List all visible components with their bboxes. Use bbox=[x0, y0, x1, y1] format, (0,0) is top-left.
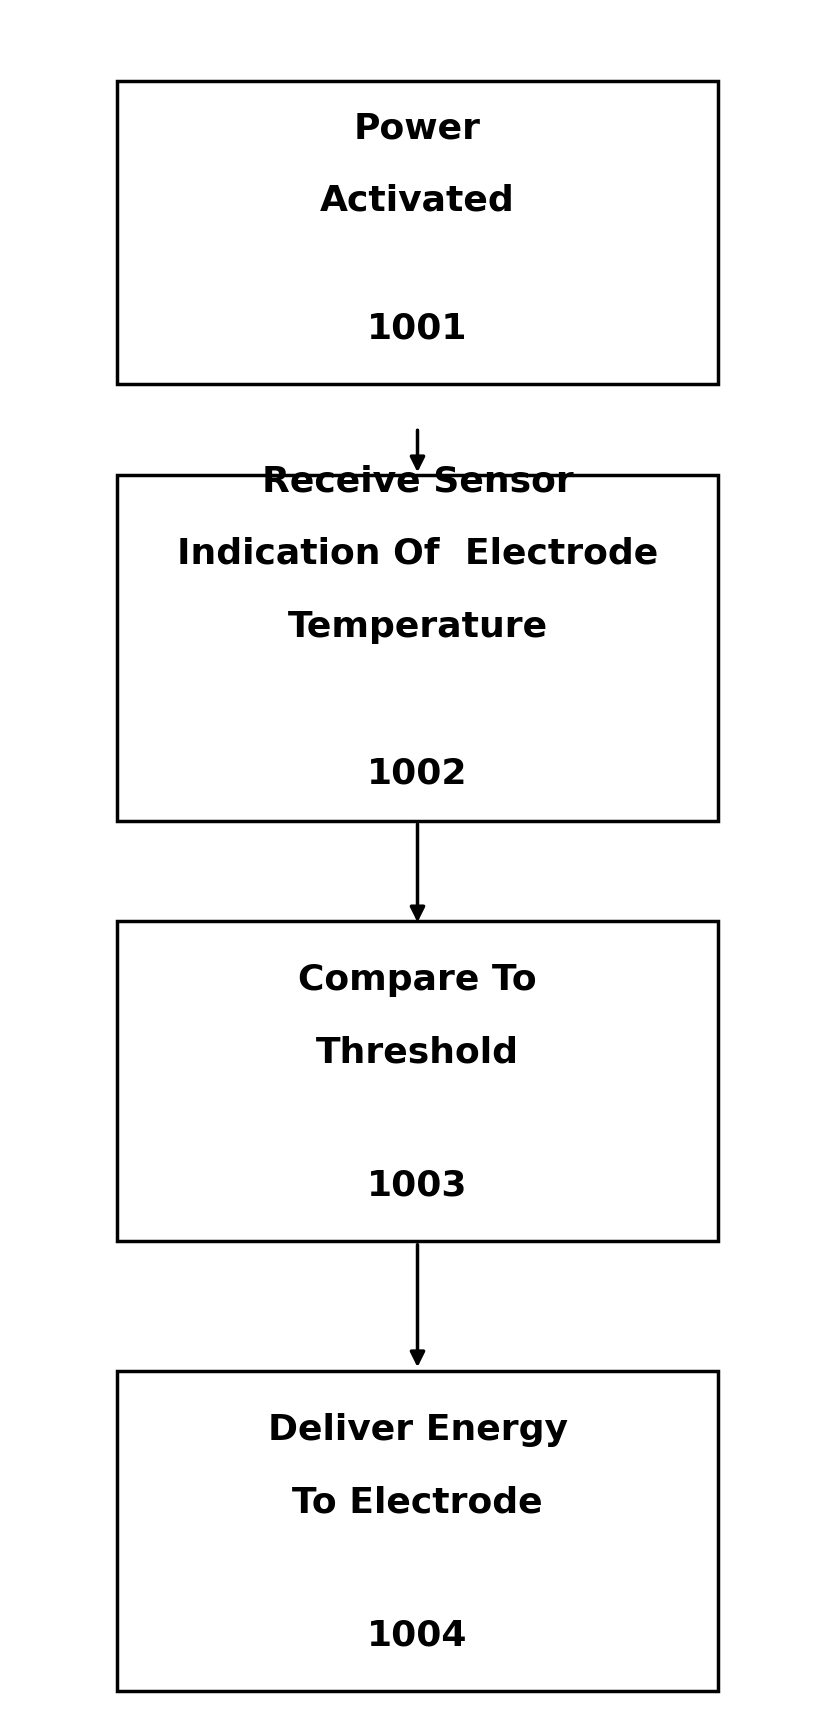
Text: Compare To: Compare To bbox=[298, 962, 537, 996]
Text: 1002: 1002 bbox=[367, 756, 468, 791]
Text: Activated: Activated bbox=[320, 183, 515, 218]
Text: 1004: 1004 bbox=[367, 1618, 468, 1652]
Text: To Electrode: To Electrode bbox=[292, 1484, 543, 1519]
Text: Deliver Energy: Deliver Energy bbox=[267, 1412, 568, 1446]
Text: Threshold: Threshold bbox=[316, 1035, 519, 1069]
Bar bbox=[117, 1370, 718, 1692]
Bar bbox=[117, 83, 718, 386]
Bar bbox=[117, 920, 718, 1242]
Bar bbox=[117, 476, 718, 822]
Text: Power: Power bbox=[354, 111, 481, 145]
Text: Indication Of  Electrode: Indication Of Electrode bbox=[177, 536, 658, 571]
Text: Temperature: Temperature bbox=[287, 609, 548, 644]
Text: Receive Sensor: Receive Sensor bbox=[261, 464, 574, 498]
Text: 1003: 1003 bbox=[367, 1168, 468, 1202]
Text: 1001: 1001 bbox=[367, 311, 468, 346]
